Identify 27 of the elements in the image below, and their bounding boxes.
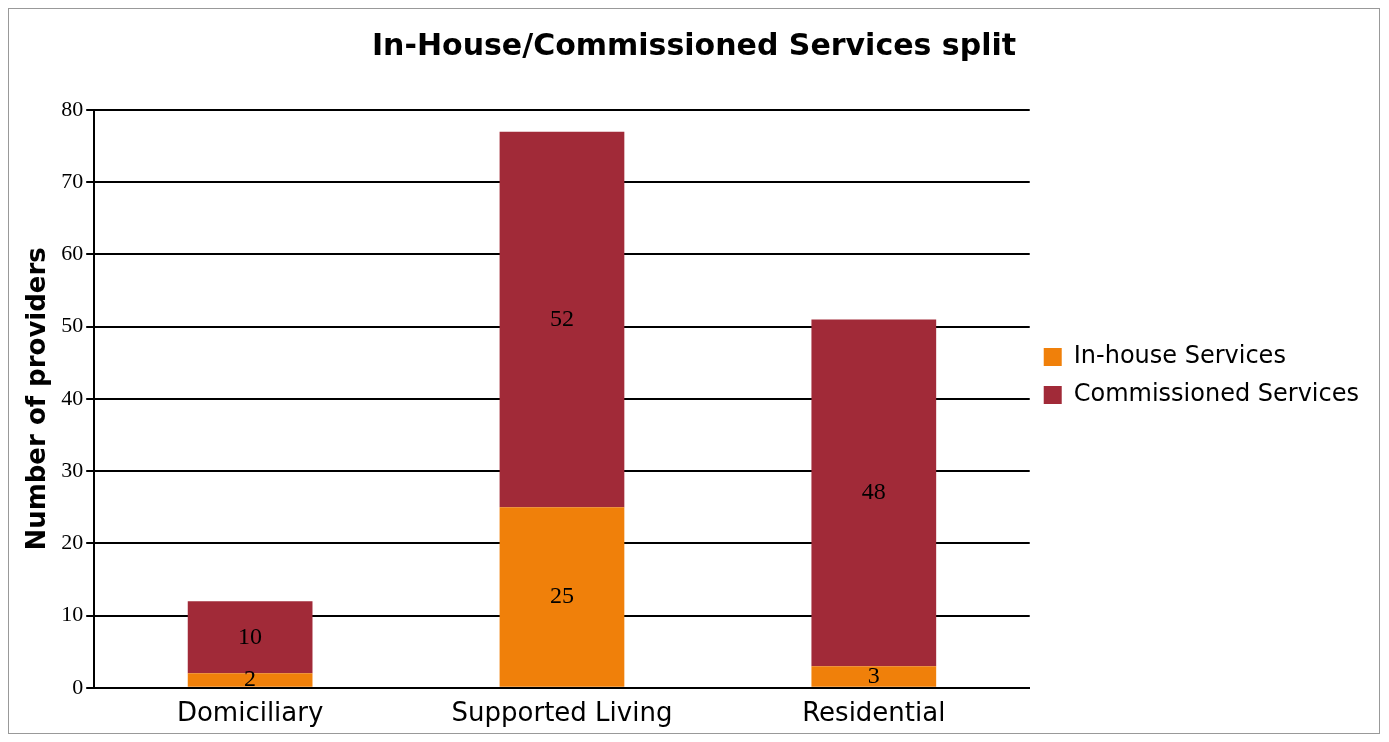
bar	[499, 507, 625, 687]
y-tick-label: 20	[61, 529, 84, 555]
bar	[187, 673, 313, 687]
y-axis-title: Number of providers	[21, 247, 52, 551]
data-label: 3	[867, 661, 880, 688]
data-label: 52	[549, 304, 574, 331]
legend-label: In-house Services	[1073, 341, 1286, 370]
y-tick-label: 0	[72, 673, 84, 699]
legend-label: Commissioned Services	[1073, 379, 1360, 408]
y-tick-label: 40	[61, 384, 84, 410]
data-label: 48	[861, 478, 886, 505]
y-tick-label: 80	[61, 95, 84, 121]
chart-title: In-House/Commissioned Services split	[371, 26, 1017, 62]
data-label: 10	[238, 622, 263, 649]
y-tick-label: 70	[61, 168, 84, 194]
bar	[811, 666, 937, 687]
y-tick-label: 10	[61, 601, 84, 627]
x-tick-label: Domiciliary	[176, 697, 324, 728]
bar	[499, 131, 625, 508]
data-label: 25	[549, 582, 574, 609]
data-label: 2	[244, 665, 257, 692]
y-tick-label: 50	[61, 312, 84, 338]
y-tick-label: 60	[61, 240, 84, 266]
x-tick-label: Supported Living	[451, 697, 673, 728]
x-tick-label: Residential	[802, 697, 946, 728]
bar	[811, 319, 937, 667]
y-tick-label: 30	[61, 456, 84, 482]
